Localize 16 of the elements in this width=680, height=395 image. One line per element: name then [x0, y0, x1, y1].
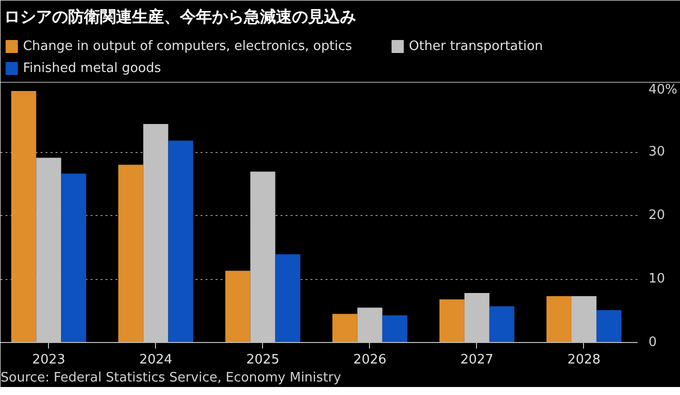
source-note: Source: Federal Statistics Service, Economy Ministry	[0, 370, 342, 386]
y-tick-label: 20	[648, 208, 666, 223]
legend-label: Finished metal goods	[22, 61, 162, 76]
legend-label: Change in output of computers, electronics, optics	[22, 39, 352, 54]
chart-title: ロシアの防衛関連生産、今年から急減速の見込み	[4, 7, 356, 26]
x-tick-label: 2025	[246, 352, 280, 368]
y-tick-label: 10	[648, 272, 666, 286]
x-tick-label: 2027	[460, 352, 494, 368]
legend-label: Other transportation	[408, 39, 543, 54]
y-tick-label: 30	[648, 144, 666, 160]
y-tick-label: 0	[648, 335, 657, 350]
x-tick-label: 2028	[567, 352, 601, 368]
x-tick-label: 2023	[32, 352, 66, 368]
x-tick-label: 2026	[353, 352, 386, 368]
x-tick-label: 2024	[139, 352, 172, 368]
y-tick-label: 40%	[648, 82, 678, 98]
